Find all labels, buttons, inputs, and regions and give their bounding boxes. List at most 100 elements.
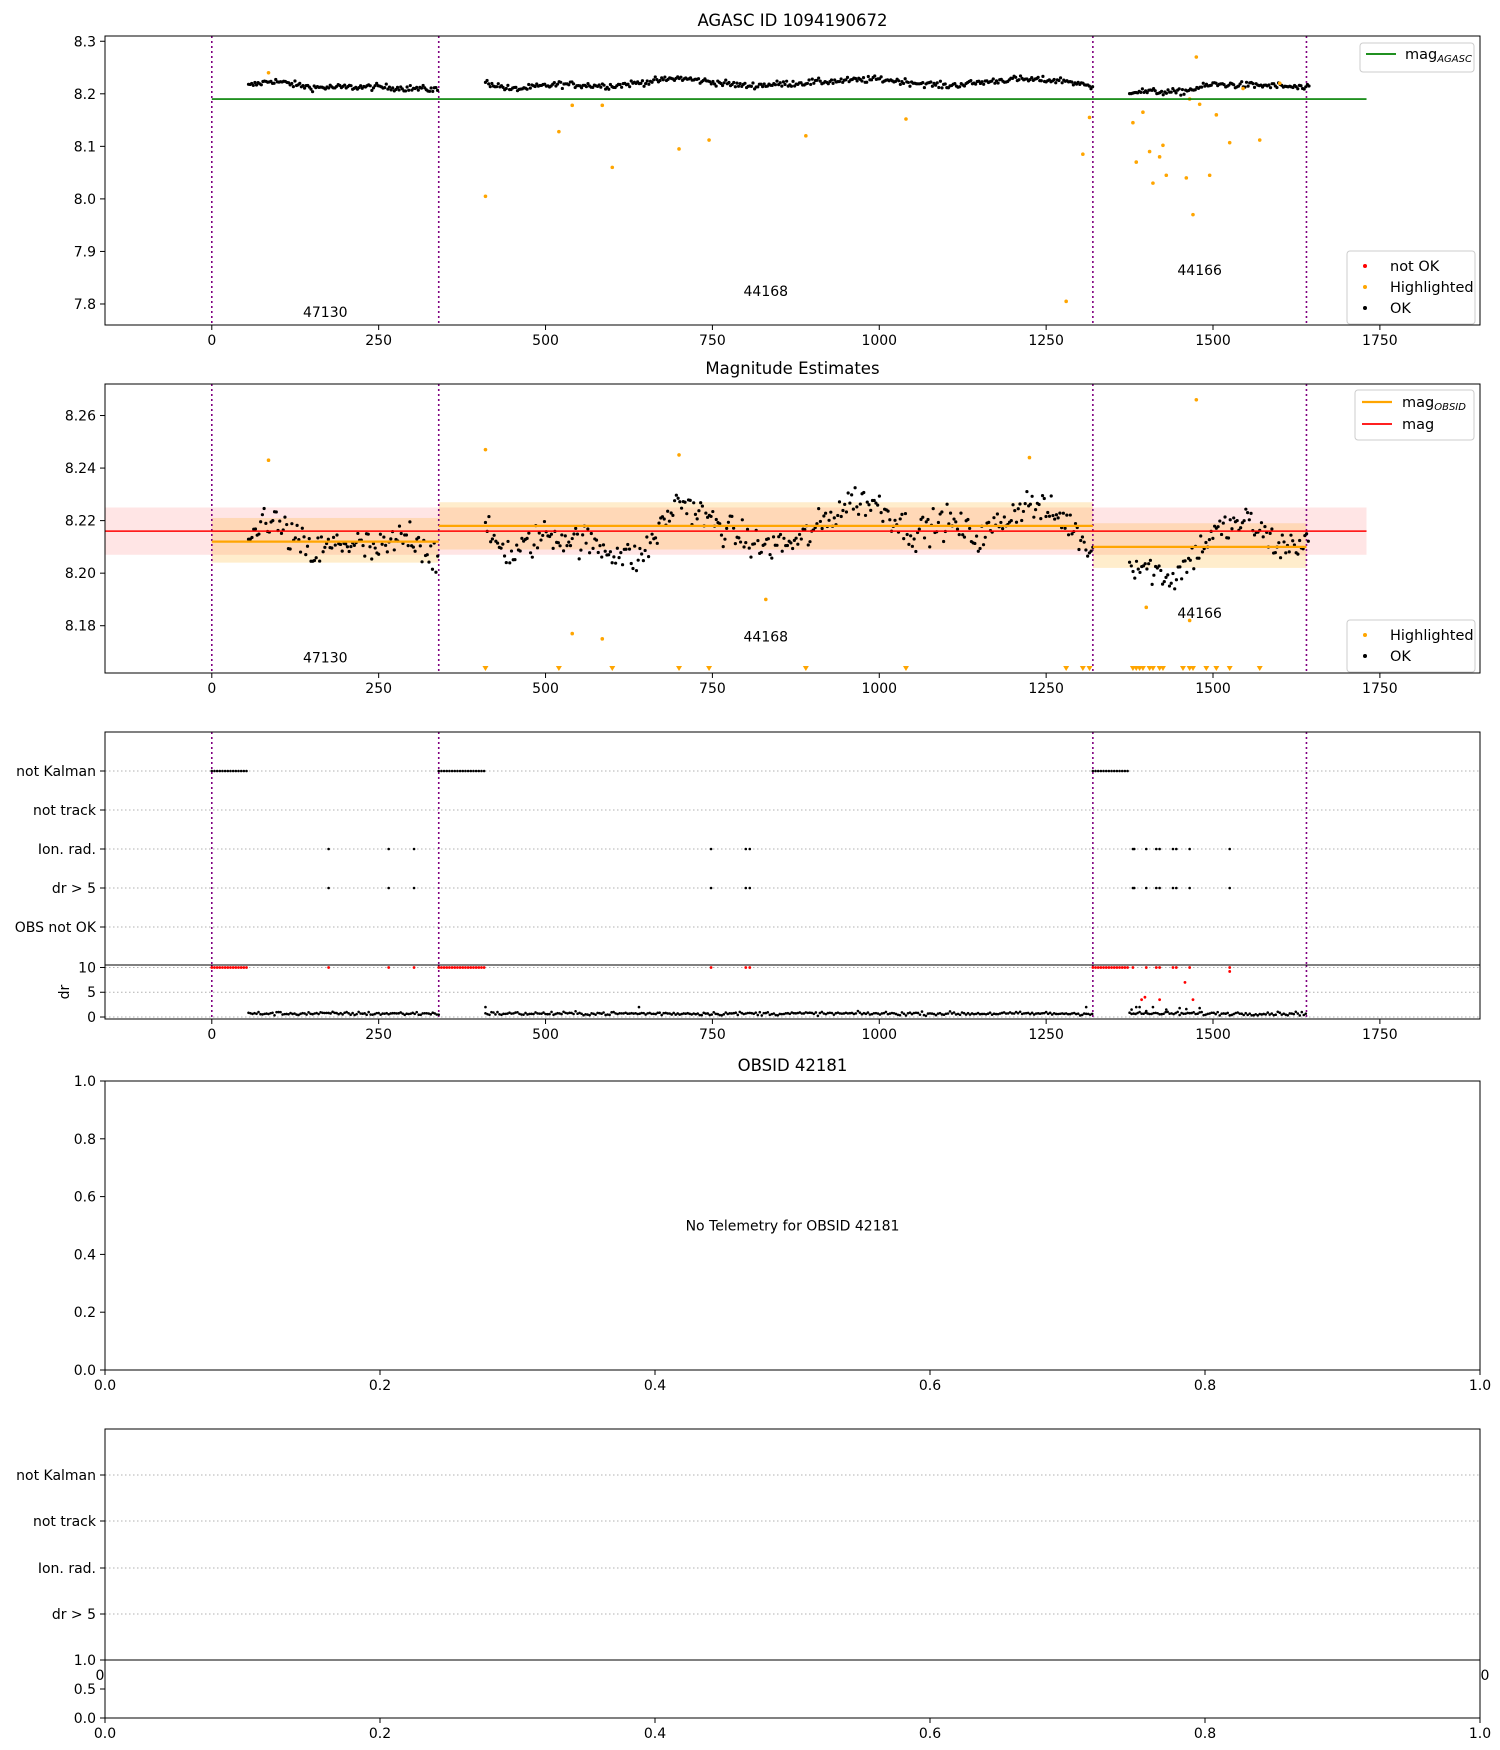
dr-ok-point	[423, 1011, 427, 1015]
dr-ok-point	[319, 1011, 322, 1014]
ok-point	[608, 550, 613, 554]
ok-point	[631, 566, 635, 571]
dr-ok-point	[778, 1012, 782, 1016]
dr-ok-point	[353, 1013, 356, 1017]
ok-point	[853, 76, 858, 81]
x-tick-label: 1250	[1028, 333, 1064, 349]
dr-ok-point	[608, 1013, 611, 1017]
ok-point	[420, 560, 424, 564]
dr-ok-point	[920, 1010, 924, 1013]
ok-point	[419, 86, 424, 90]
dr-not-ok-point	[231, 966, 235, 969]
ok-point	[620, 85, 624, 89]
ok-point	[726, 520, 731, 524]
dr-not-ok-point	[237, 966, 240, 969]
dr-ok-point	[1144, 1009, 1148, 1013]
ok-point	[1280, 533, 1284, 537]
dr-ok-point	[1016, 1011, 1020, 1015]
small-panel-bg	[105, 1660, 1480, 1718]
ok-point	[962, 84, 967, 88]
dr-ok-point	[1208, 1012, 1211, 1015]
ok-point	[549, 532, 554, 536]
dr-ok-point	[752, 1012, 756, 1016]
dr-ok-point	[638, 1012, 641, 1016]
dr-ok-point	[898, 1013, 902, 1017]
dr-ok-point	[774, 1013, 778, 1017]
dr-ok-point	[840, 1012, 844, 1015]
ok-point	[572, 532, 576, 536]
dr-ok-point	[1226, 1011, 1229, 1015]
dr-not-ok-point	[1191, 998, 1195, 1002]
ok-point	[1289, 533, 1293, 537]
ok-point	[561, 549, 566, 553]
ok-point	[844, 78, 848, 82]
ok-point	[1140, 87, 1144, 91]
not-kalman-point	[482, 769, 486, 773]
dr-ok-point	[269, 1011, 272, 1015]
dr-ok-point	[1172, 1012, 1175, 1016]
ok-point	[879, 75, 883, 79]
ok-point	[934, 83, 938, 87]
dr-ok-point	[1156, 1011, 1159, 1015]
ok-point	[679, 75, 683, 79]
ok-point	[515, 543, 519, 547]
ok-point	[416, 88, 420, 92]
ok-point	[408, 83, 412, 88]
ok-point	[1145, 91, 1149, 95]
ok-point	[541, 533, 545, 538]
ok-point	[931, 507, 935, 511]
ok-point	[943, 82, 947, 86]
dr-ok-point	[972, 1012, 976, 1016]
dr-ok-point	[984, 1012, 988, 1016]
dr-not-ok-point	[1228, 966, 1232, 969]
dr-ok-point	[283, 1012, 286, 1016]
dr-ok-point	[926, 1012, 930, 1015]
dr-ok-point	[1204, 1013, 1207, 1016]
ok-point	[1060, 81, 1064, 85]
x-tick-label: 0.8	[1194, 1378, 1216, 1394]
ok-point	[974, 82, 978, 86]
ok-point	[1143, 562, 1147, 566]
ok-point	[699, 501, 703, 505]
ok-point	[673, 499, 677, 503]
ok-point	[818, 79, 822, 83]
dr-ok-point	[1210, 1011, 1213, 1015]
dr-ok-point	[419, 1013, 423, 1017]
no-telemetry-message: No Telemetry for OBSID 42181	[686, 1219, 900, 1235]
dr-ok-point	[323, 1011, 326, 1015]
dr-ok-point	[1132, 1012, 1135, 1015]
dr-ok-point	[834, 1011, 838, 1015]
dr-ok-point	[606, 1013, 609, 1016]
ok-point	[293, 79, 297, 83]
dr-ok-point	[1084, 1012, 1088, 1016]
ok-point	[660, 515, 665, 519]
ok-point	[1153, 89, 1157, 93]
dr-ok-point	[1190, 1011, 1193, 1015]
ok-point	[732, 80, 736, 85]
dr-ok-point	[1004, 1012, 1008, 1015]
ok-point	[1020, 518, 1024, 523]
highlighted-offscale-marker	[1149, 666, 1156, 671]
ok-point	[940, 510, 944, 514]
dr-ok-point	[544, 1012, 547, 1016]
dr-not-ok-point	[1154, 966, 1158, 969]
highlighted-point	[483, 447, 488, 452]
dr-ok-point	[379, 1013, 382, 1016]
ok-point	[310, 90, 315, 94]
ok-point	[1277, 541, 1281, 545]
dr-ok-point	[802, 1012, 806, 1015]
ok-point	[1292, 543, 1297, 547]
ok-point	[736, 84, 741, 88]
ok-point	[563, 534, 567, 538]
ok-point	[942, 539, 946, 544]
dr-ok-point	[263, 1012, 266, 1016]
ok-point	[425, 553, 429, 557]
ok-point	[319, 535, 323, 539]
dr-ok-point	[359, 1012, 362, 1015]
dr-ok-point	[884, 1010, 888, 1014]
ok-point	[1046, 510, 1050, 515]
ok-point	[403, 89, 408, 93]
dr-ok-point	[704, 1012, 708, 1015]
ok-point	[778, 81, 782, 85]
ok-point	[848, 501, 852, 505]
